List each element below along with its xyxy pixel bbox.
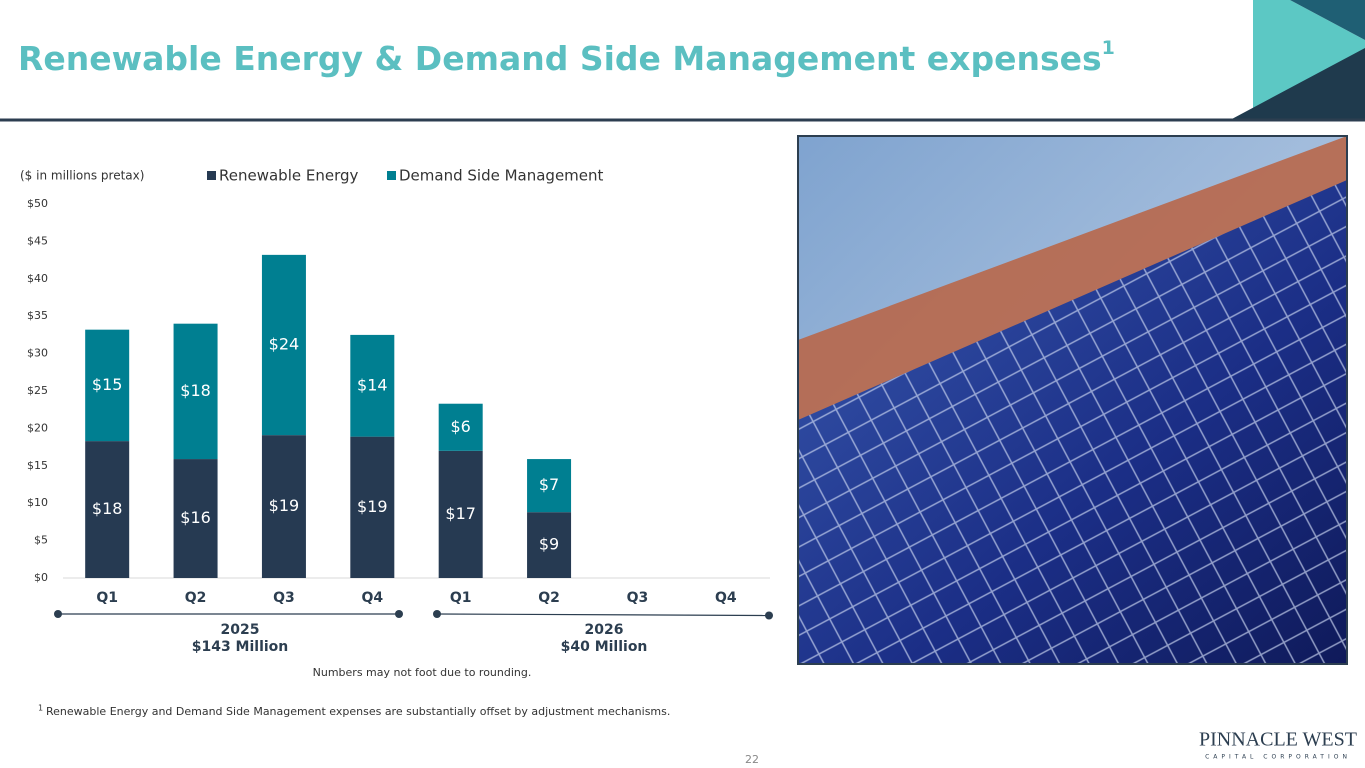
data-label: $17 bbox=[445, 504, 476, 523]
group-total: $143 Million bbox=[192, 639, 289, 655]
slide-title: Renewable Energy & Demand Side Managemen… bbox=[18, 37, 1115, 78]
bar-segment bbox=[173, 323, 218, 460]
group-year: 2026 bbox=[585, 622, 624, 638]
chart-subtitle: ($ in millions pretax) bbox=[20, 169, 144, 183]
group-bracket-end bbox=[395, 610, 403, 618]
page-number: 22 bbox=[745, 753, 759, 766]
y-tick-label: $20 bbox=[27, 421, 48, 434]
y-tick-label: $35 bbox=[27, 309, 48, 322]
data-label: $24 bbox=[269, 334, 300, 353]
bar-segment bbox=[350, 436, 395, 578]
data-label: $18 bbox=[92, 499, 123, 518]
x-tick-label: Q3 bbox=[627, 590, 649, 606]
x-tick-label: Q3 bbox=[273, 590, 295, 606]
bar-segment bbox=[438, 450, 483, 578]
bar-segment bbox=[261, 254, 306, 436]
group-total: $40 Million bbox=[561, 639, 648, 655]
y-tick-label: $50 bbox=[27, 197, 48, 210]
footnote-marker: 1 bbox=[38, 704, 43, 713]
x-tick-label: Q4 bbox=[361, 590, 383, 606]
y-tick-label: $0 bbox=[34, 571, 48, 584]
y-tick-label: $5 bbox=[34, 534, 48, 547]
y-tick-label: $10 bbox=[27, 496, 48, 509]
bar-segment bbox=[527, 459, 572, 513]
bar-segment bbox=[173, 459, 218, 578]
bar-segment bbox=[85, 441, 130, 578]
legend-swatch bbox=[387, 171, 396, 180]
x-tick-label: Q1 bbox=[450, 590, 472, 606]
solar-photo bbox=[797, 135, 1348, 665]
group-bracket-end bbox=[433, 610, 441, 618]
bar-segment bbox=[527, 512, 572, 578]
header-shape bbox=[1230, 48, 1365, 120]
legend-label: Renewable Energy bbox=[219, 167, 358, 185]
footnote: Renewable Energy and Demand Side Managem… bbox=[46, 705, 670, 718]
data-label: $7 bbox=[539, 475, 559, 494]
group-bracket bbox=[436, 613, 770, 617]
y-tick-label: $40 bbox=[27, 272, 48, 285]
data-label: $9 bbox=[539, 535, 559, 554]
y-tick-label: $25 bbox=[27, 384, 48, 397]
x-tick-label: Q2 bbox=[538, 590, 560, 606]
header-shape bbox=[1290, 0, 1365, 40]
group-year: 2025 bbox=[221, 622, 260, 638]
logo-name: PINNACLE WEST bbox=[1199, 729, 1357, 751]
x-tick-label: Q2 bbox=[185, 590, 207, 606]
data-label: $6 bbox=[451, 417, 471, 436]
data-label: $14 bbox=[357, 375, 388, 394]
x-tick-label: Q1 bbox=[96, 590, 118, 606]
data-label: $16 bbox=[180, 508, 211, 527]
group-bracket-end bbox=[54, 610, 62, 618]
y-tick-label: $45 bbox=[27, 234, 48, 247]
y-tick-label: $30 bbox=[27, 347, 48, 360]
bar-segment bbox=[261, 435, 306, 578]
legend-swatch bbox=[207, 171, 216, 180]
title-text: Renewable Energy & Demand Side Managemen… bbox=[18, 39, 1102, 78]
data-label: $18 bbox=[180, 381, 211, 400]
group-bracket-end bbox=[765, 611, 773, 620]
legend-label: Demand Side Management bbox=[399, 167, 604, 185]
title-superscript: 1 bbox=[1102, 37, 1115, 59]
bar-segment bbox=[350, 334, 395, 437]
chart-note: Numbers may not foot due to rounding. bbox=[313, 666, 532, 679]
data-label: $19 bbox=[269, 496, 300, 515]
chart: ($ in millions pretax) Renewable Energy De… bbox=[20, 167, 773, 679]
data-label: $19 bbox=[357, 497, 388, 516]
data-label: $15 bbox=[92, 375, 123, 394]
logo-tagline: CAPITAL CORPORATION bbox=[1205, 754, 1351, 761]
bar-segment bbox=[438, 403, 483, 451]
x-tick-label: Q4 bbox=[715, 590, 737, 606]
bar-segment bbox=[85, 329, 130, 442]
y-tick-label: $15 bbox=[27, 459, 48, 472]
